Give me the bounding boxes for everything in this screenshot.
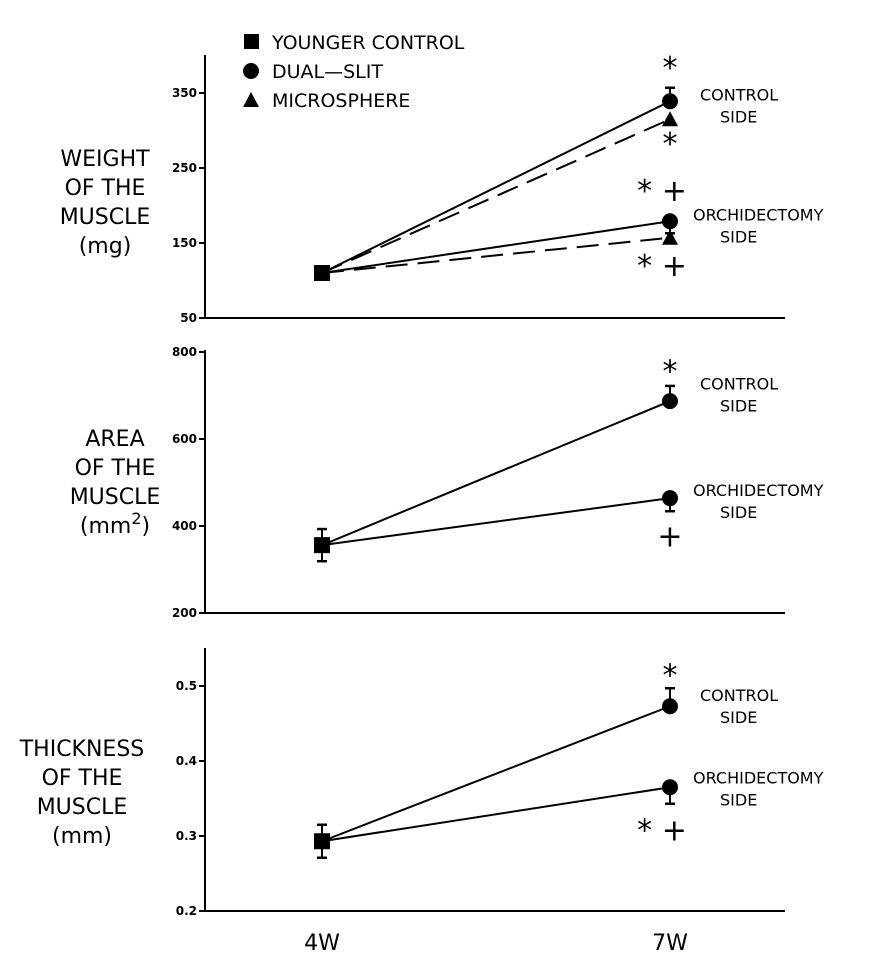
series-line: [321, 220, 671, 274]
data-point-circle: [662, 698, 678, 715]
y-tick-label: 250: [172, 161, 197, 175]
y-axis-label: MUSCLE: [70, 485, 161, 510]
y-tick-label: 200: [172, 606, 197, 620]
panel-2: 200 400 600 800 AREA OF THE MUSCLE(mm2) CONTROL…: [70, 345, 824, 620]
series-line: [321, 497, 671, 547]
y-axis-label: THICKNESS: [19, 737, 145, 762]
significance-marker: *: [663, 354, 678, 389]
legend-label: MICROSPHERE: [272, 90, 410, 112]
side-label: SIDE: [720, 708, 757, 727]
series-line: [321, 786, 671, 843]
x-tick-label: 4W: [304, 931, 340, 956]
side-label: CONTROL: [700, 686, 778, 705]
y-axis-label: AREA: [85, 427, 144, 452]
series-line: [321, 400, 671, 547]
panel-3: 0.2 0.3 0.4 0.5 THICKNESS OF THE MUSCLE (mm) CON…: [19, 648, 824, 918]
y-axis-label: (mm2): [80, 509, 150, 540]
significance-marker: *: [663, 658, 678, 693]
data-point-square: [314, 537, 330, 554]
y-tick-label: 0.4: [176, 754, 197, 768]
data-point-triangle: [662, 229, 678, 245]
side-label: SIDE: [720, 790, 757, 809]
data-point-square: [314, 265, 330, 281]
legend-label: DUAL—SLIT: [272, 61, 383, 83]
side-label: SIDE: [720, 107, 757, 126]
x-tick-label: 7W: [652, 931, 688, 956]
y-tick-label: 600: [172, 432, 197, 446]
legend-label: YOUNGER CONTROL: [271, 32, 465, 54]
series-line: [321, 118, 671, 274]
legend-circle-icon: [243, 63, 259, 79]
side-label: ORCHIDECTOMY: [693, 205, 824, 224]
data-point-triangle: [662, 111, 678, 127]
data-point-circle: [662, 779, 678, 796]
y-tick-label: 0.3: [176, 829, 197, 843]
significance-marker: +: [657, 520, 682, 555]
series-line: [321, 705, 671, 843]
data-point-circle: [662, 93, 678, 110]
series-line: [321, 100, 671, 274]
y-axis-label: WEIGHT: [60, 147, 150, 172]
y-axis-label: OF THE: [42, 766, 123, 791]
data-point-circle: [662, 490, 678, 507]
y-tick-label: 0.5: [176, 679, 197, 693]
y-axis-label: (mg): [79, 234, 132, 259]
legend: YOUNGER CONTROL DUAL—SLIT MICROSPHERE: [243, 32, 465, 112]
data-point-square: [314, 833, 330, 850]
significance-marker: *: [663, 51, 678, 86]
data-point-circle: [662, 393, 678, 410]
y-axis-label: MUSCLE: [60, 205, 151, 230]
series-line: [321, 236, 671, 274]
y-tick-label: 350: [172, 86, 197, 100]
y-axis-label: MUSCLE: [37, 795, 128, 820]
y-tick-label: 150: [172, 236, 197, 250]
significance-marker: *: [663, 127, 678, 162]
x-tick-labels: 4W 7W: [304, 931, 688, 956]
y-tick-label: 0.2: [176, 904, 197, 918]
significance-marker: * +: [637, 249, 687, 284]
side-label: ORCHIDECTOMY: [693, 481, 824, 500]
significance-marker: * +: [637, 174, 687, 209]
side-label: SIDE: [720, 503, 757, 522]
side-label: SIDE: [720, 227, 757, 246]
y-tick-label: 400: [172, 519, 197, 533]
y-tick-label: 50: [180, 311, 197, 325]
data-point-circle: [662, 213, 678, 230]
y-tick-label: 800: [172, 345, 197, 359]
significance-marker: * +: [637, 814, 687, 849]
y-axis-label: OF THE: [75, 456, 156, 481]
side-label: SIDE: [720, 396, 757, 415]
side-label: CONTROL: [700, 85, 778, 104]
legend-triangle-icon: [243, 92, 259, 107]
legend-square-icon: [244, 34, 259, 49]
y-axis-label: OF THE: [65, 176, 146, 201]
panel-1: 50 150 250 350 WEIGHT OF THE MUSCLE (mg) CONTROL…: [60, 51, 824, 325]
superscript: 2: [131, 509, 141, 528]
side-label: ORCHIDECTOMY: [693, 768, 824, 787]
y-axis-label: (mm): [52, 824, 112, 849]
side-label: CONTROL: [700, 374, 778, 393]
